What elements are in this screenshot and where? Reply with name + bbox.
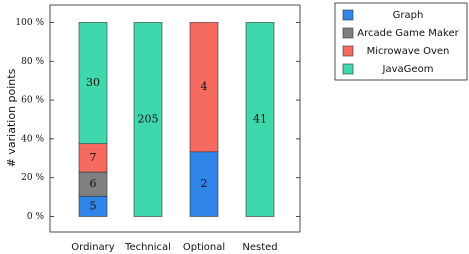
legend-swatch — [342, 9, 354, 21]
legend-swatch — [342, 27, 354, 39]
legend-swatch — [342, 63, 354, 75]
legend-label: JavaGeom — [382, 64, 434, 75]
bar-segment — [133, 22, 163, 217]
y-tick-label: 80 % — [21, 57, 44, 67]
data-label: 30 — [86, 76, 100, 89]
legend-label: Arcade Game Maker — [357, 28, 459, 39]
y-tick-label: 40 % — [21, 134, 44, 144]
data-label: 4 — [201, 80, 208, 93]
y-axis-label: # variation points — [5, 68, 18, 167]
x-tick-label: Optional — [183, 242, 225, 253]
y-tick-label: 100 % — [15, 18, 44, 28]
legend-swatch — [342, 45, 354, 57]
data-label: 5 — [90, 199, 97, 212]
bar-segment — [245, 22, 275, 217]
data-label: 2 — [201, 177, 208, 190]
x-tick-label: Technical — [124, 242, 171, 253]
x-tick-label: Ordinary — [71, 242, 115, 253]
data-label: 7 — [90, 151, 97, 164]
y-tick-label: 60 % — [21, 96, 44, 106]
legend-label: Microwave Oven — [367, 46, 450, 57]
x-tick-label: Nested — [242, 242, 277, 253]
legend-frame — [334, 2, 468, 81]
data-label: 41 — [253, 112, 267, 125]
plot-frame — [49, 4, 301, 233]
y-tick-label: 0 % — [27, 212, 45, 222]
legend-label: Graph — [393, 10, 424, 21]
bar-segment — [189, 151, 219, 217]
data-label: 6 — [90, 177, 97, 190]
bar-segment — [78, 22, 108, 145]
bar-segment — [189, 22, 219, 153]
y-tick-label: 20 % — [21, 173, 44, 183]
data-label: 205 — [138, 112, 159, 125]
